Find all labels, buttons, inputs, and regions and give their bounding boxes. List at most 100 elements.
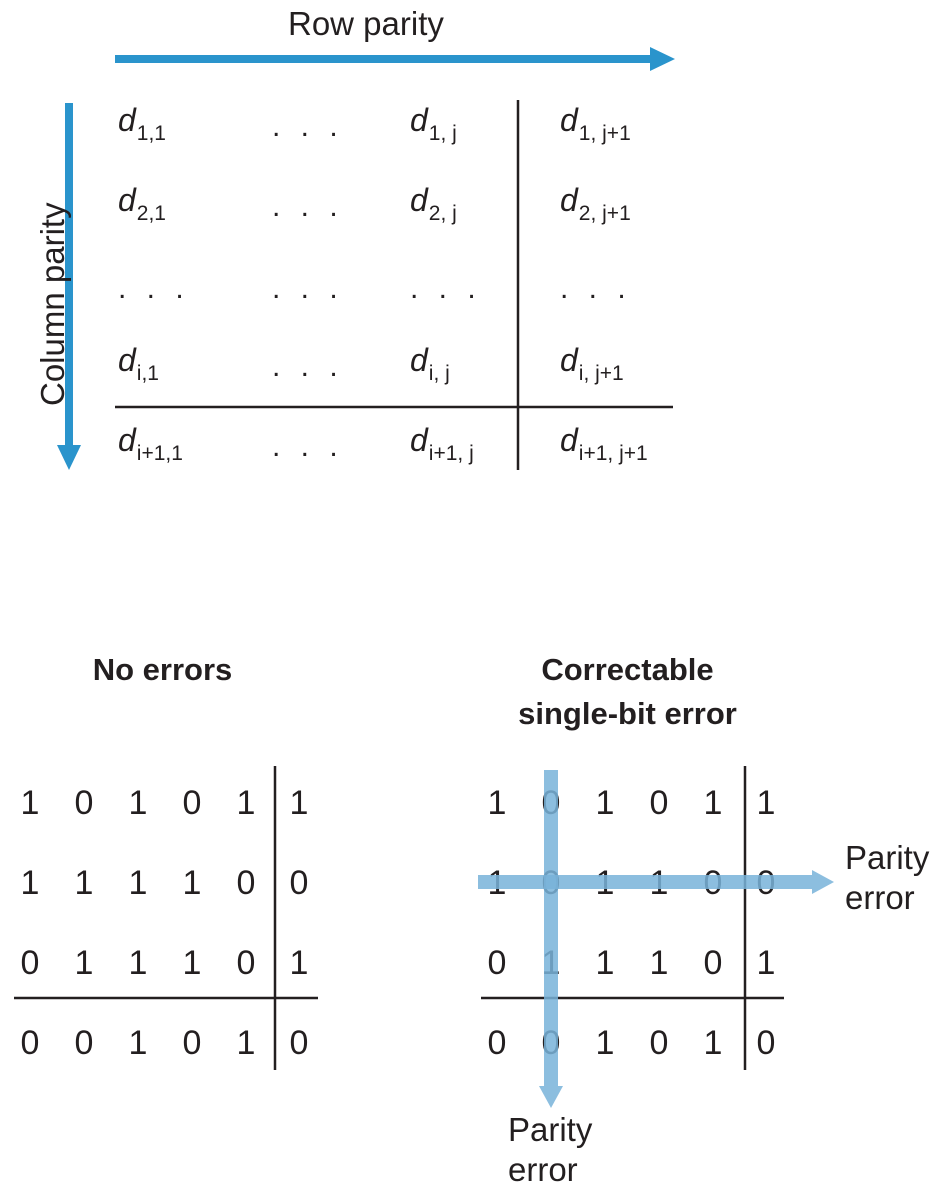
cell-subscript: i+1,1 — [136, 442, 183, 465]
bit-cell: 1 — [74, 944, 94, 982]
bit-cell: 0 — [756, 1024, 776, 1062]
cell-subscript: i, j — [428, 362, 450, 385]
cell-subscript: 2, j+1 — [578, 202, 631, 225]
cell-base: d — [560, 342, 578, 378]
no-errors-title: No errors — [92, 652, 233, 687]
bit-cell: 0 — [236, 944, 256, 982]
cell-base: d — [410, 422, 428, 458]
bit-cell: 0 — [74, 1024, 94, 1062]
cell-base: d — [118, 342, 136, 378]
bit-cell: 1 — [236, 1024, 256, 1062]
bit-cell: 0 — [20, 1024, 40, 1062]
ellipsis: . . . — [118, 272, 190, 305]
cell-subscript: i, j+1 — [578, 362, 624, 385]
matrix-cell: d1,1 — [118, 104, 166, 144]
matrix-cell: di, j — [410, 344, 450, 384]
matrix-cell: di+1, j+1 — [560, 424, 648, 464]
bit-cell: 1 — [20, 784, 40, 822]
cell-subscript: 2,1 — [136, 202, 166, 225]
bit-cell: 1 — [756, 944, 776, 982]
bit-cell: 0 — [487, 944, 507, 982]
column-parity-error-label: Parity error — [508, 1110, 592, 1190]
row-parity-label: Row parity — [288, 5, 444, 42]
bit-cell: 1 — [128, 1024, 148, 1062]
bit-cell: 1 — [289, 784, 309, 822]
cell-base: d — [410, 182, 428, 218]
bit-cell: 0 — [649, 1024, 669, 1062]
ellipsis: . . . — [410, 272, 482, 305]
cell-subscript: 1,1 — [136, 122, 166, 145]
bit-cell: 0 — [289, 1024, 309, 1062]
bit-cell: 1 — [595, 944, 615, 982]
bit-cell: 0 — [182, 784, 202, 822]
bit-cell: 1 — [74, 864, 94, 902]
ellipsis: . . . — [272, 350, 344, 383]
cell-subscript: i+1, j — [428, 442, 474, 465]
cell-subscript: 2, j — [428, 202, 457, 225]
bit-cell: 1 — [487, 864, 507, 902]
bit-cell: 0 — [236, 864, 256, 902]
bit-cell: 0 — [74, 784, 94, 822]
bit-cell: 1 — [182, 864, 202, 902]
correctable-title-line1: Correctable — [541, 652, 714, 687]
matrix-cell: di+1,1 — [118, 424, 183, 464]
bit-cell: 1 — [649, 864, 669, 902]
bit-cell: 0 — [182, 1024, 202, 1062]
bit-cell: 0 — [703, 864, 723, 902]
bit-cell: 1 — [703, 1024, 723, 1062]
bit-cell: 1 — [487, 784, 507, 822]
matrix-cell: d2, j — [410, 184, 457, 224]
cell-subscript: 1, j — [428, 122, 457, 145]
bit-cell: 0 — [20, 944, 40, 982]
matrix-cell: d2,1 — [118, 184, 166, 224]
ellipsis: . . . — [272, 272, 344, 305]
cell-base: d — [118, 422, 136, 458]
cell-base: d — [118, 182, 136, 218]
bit-cell: 1 — [128, 784, 148, 822]
bit-cell: 1 — [595, 784, 615, 822]
row-parity-error-line1: Parity — [845, 839, 930, 876]
bit-cell: 1 — [289, 944, 309, 982]
bit-cell: 0 — [541, 1024, 561, 1062]
bit-cell: 0 — [541, 864, 561, 902]
bit-cell: 0 — [756, 864, 776, 902]
bit-cell: 0 — [487, 1024, 507, 1062]
column-parity-error-line1: Parity — [508, 1111, 593, 1148]
matrix-cell: di+1, j — [410, 424, 474, 464]
ellipsis: . . . — [560, 272, 632, 305]
bit-cell: 0 — [289, 864, 309, 902]
bit-cell: 1 — [128, 864, 148, 902]
bit-cell: 1 — [595, 1024, 615, 1062]
column-parity-label: Column parity — [34, 202, 71, 406]
bit-cell: 0 — [649, 784, 669, 822]
correctable-title-line2: single-bit error — [518, 696, 737, 731]
bit-cell: 1 — [128, 944, 148, 982]
bit-cell: 0 — [541, 784, 561, 822]
row-parity-error-line2: error — [845, 879, 915, 916]
matrix-cell: d1, j — [410, 104, 457, 144]
bit-cell: 1 — [703, 784, 723, 822]
bit-cell: 1 — [541, 944, 561, 982]
bit-cell: 1 — [756, 784, 776, 822]
cell-base: d — [560, 422, 578, 458]
ellipsis: . . . — [272, 190, 344, 223]
cell-base: d — [410, 342, 428, 378]
cell-base: d — [118, 102, 136, 138]
matrix-cell: di,1 — [118, 344, 159, 384]
ellipsis: . . . — [272, 430, 344, 463]
cell-base: d — [410, 102, 428, 138]
bit-cell: 1 — [649, 944, 669, 982]
bit-cell: 0 — [703, 944, 723, 982]
cell-base: d — [560, 182, 578, 218]
bit-cell: 1 — [236, 784, 256, 822]
cell-subscript: i+1, j+1 — [578, 442, 648, 465]
cell-subscript: i,1 — [136, 362, 159, 385]
bit-cell: 1 — [20, 864, 40, 902]
matrix-cell: di, j+1 — [560, 344, 624, 384]
column-parity-error-line2: error — [508, 1151, 578, 1188]
cell-subscript: 1, j+1 — [578, 122, 631, 145]
matrix-cell: d2, j+1 — [560, 184, 631, 224]
matrix-cell: d1, j+1 — [560, 104, 631, 144]
ellipsis: . . . — [272, 110, 344, 143]
